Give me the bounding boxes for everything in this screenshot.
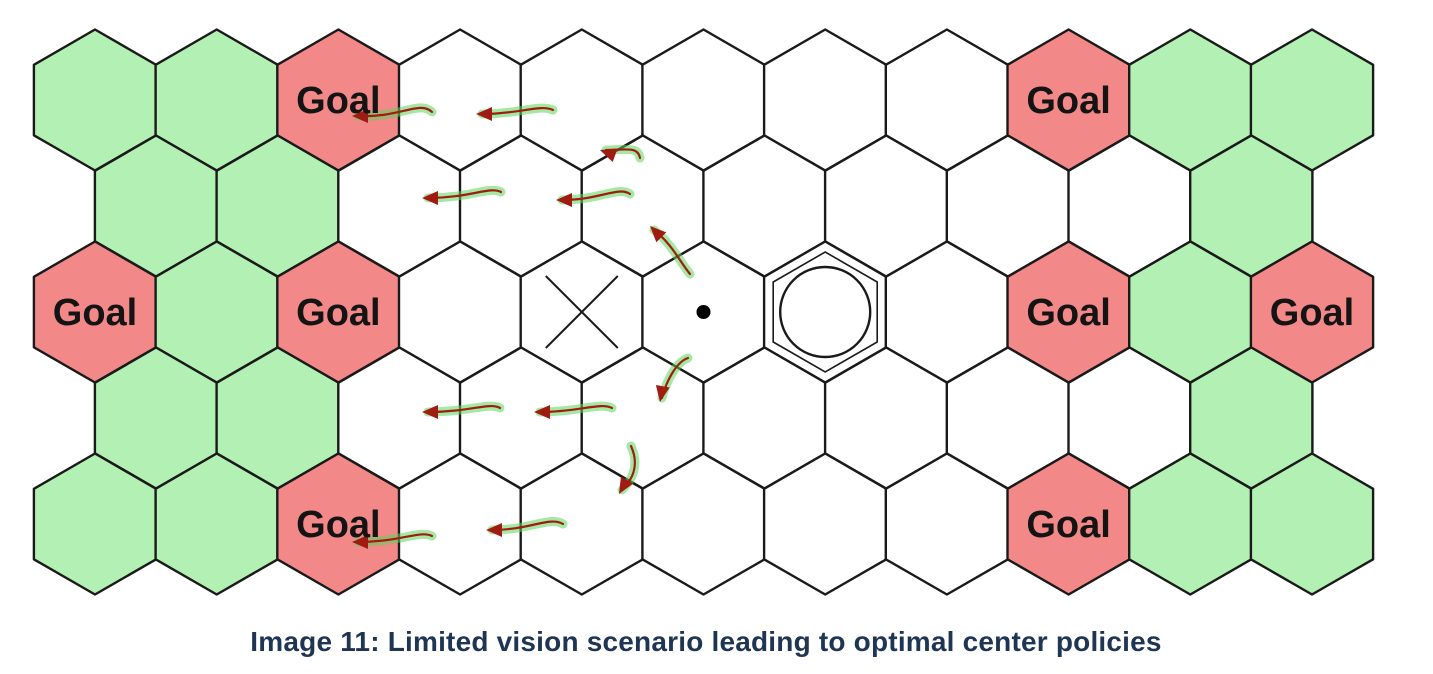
policy-arrow-12 bbox=[486, 517, 568, 537]
goal-label: Goal bbox=[296, 80, 380, 122]
policy-arrow-4 bbox=[422, 185, 506, 205]
goal-labels-layer: Goal Goal Goal Goal Goal Goal Goal Goal bbox=[53, 80, 1354, 546]
policy-arrow-1 bbox=[352, 103, 437, 123]
policy-arrows-layer bbox=[352, 103, 695, 549]
hex-cells-layer bbox=[32, 28, 1375, 596]
goal-label: Goal bbox=[1026, 292, 1110, 334]
policy-arrow-6 bbox=[649, 225, 695, 279]
policy-arrow-8 bbox=[422, 401, 505, 419]
hex-cell-field bbox=[1249, 452, 1375, 596]
policy-arrow-11 bbox=[352, 529, 437, 549]
goal-label: Goal bbox=[296, 504, 380, 546]
goal-label: Goal bbox=[1270, 292, 1354, 334]
goal-label: Goal bbox=[1026, 504, 1110, 546]
arrow-head-icon bbox=[534, 405, 550, 419]
policy-arrow-2 bbox=[476, 103, 558, 121]
arrow-head-icon bbox=[476, 107, 492, 121]
cross-marker bbox=[545, 275, 619, 349]
arrow-head-icon bbox=[619, 476, 634, 494]
policy-arrow-9 bbox=[534, 401, 617, 419]
policy-arrow-7 bbox=[655, 353, 693, 403]
markers-layer bbox=[545, 251, 879, 373]
dot-marker bbox=[696, 305, 711, 319]
arrow-head-icon bbox=[422, 405, 438, 419]
circle-marker bbox=[772, 251, 879, 373]
arrow-head-icon bbox=[600, 148, 618, 163]
arrow-head-icon bbox=[556, 193, 572, 207]
arrow-head-icon bbox=[422, 191, 438, 205]
arrow-head-icon bbox=[352, 535, 368, 549]
hex-board: Goal Goal Goal Goal Goal Goal Goal Goal bbox=[32, 28, 1375, 596]
arrow-head-icon bbox=[650, 226, 667, 243]
goal-label: Goal bbox=[1026, 80, 1110, 122]
arrow-head-icon bbox=[655, 385, 670, 402]
policy-arrow-5 bbox=[556, 187, 635, 207]
policy-arrow-10 bbox=[617, 441, 640, 495]
policy-arrow-3 bbox=[600, 144, 645, 163]
figure-caption: Image 11: Limited vision scenario leadin… bbox=[250, 626, 1162, 657]
goal-label: Goal bbox=[296, 292, 380, 334]
arrow-head-icon bbox=[352, 109, 368, 123]
arrow-head-icon bbox=[486, 523, 502, 537]
goal-label: Goal bbox=[53, 292, 137, 334]
